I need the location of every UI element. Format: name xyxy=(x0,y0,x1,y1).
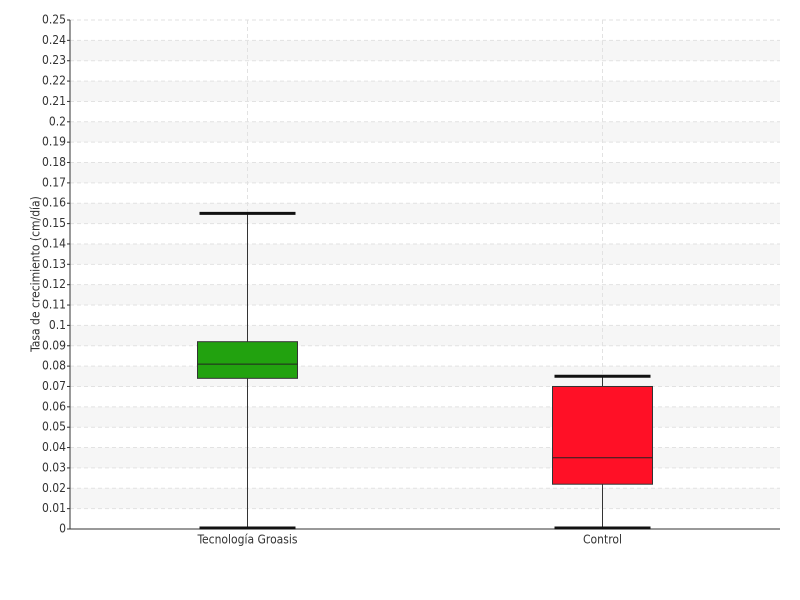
y-tick-label: 0.06 xyxy=(42,399,66,413)
grid-band xyxy=(70,121,780,143)
grid-band xyxy=(70,488,780,509)
y-tick-label: 0.18 xyxy=(42,155,66,169)
y-tick-label: 0.07 xyxy=(42,379,66,393)
grid-band xyxy=(70,81,780,102)
y-tick-label: 0.22 xyxy=(42,74,66,88)
y-tick-label: 0.14 xyxy=(42,236,66,250)
y-tick-label: 0.21 xyxy=(42,94,66,108)
y-tick-label: 0.13 xyxy=(42,257,66,271)
y-tick-label: 0.12 xyxy=(42,277,66,291)
y-tick-label: 0.16 xyxy=(42,196,66,210)
grid-band xyxy=(70,203,780,224)
y-tick-label: 0.02 xyxy=(42,481,66,495)
x-tick-label: Tecnología Groasis xyxy=(196,533,297,547)
grid-band xyxy=(70,406,780,428)
grid-band xyxy=(70,162,780,183)
box xyxy=(552,385,653,485)
y-tick-label: 0.01 xyxy=(42,501,66,515)
grid-band xyxy=(70,284,780,306)
y-tick-label: 0 xyxy=(59,522,66,536)
grid-band xyxy=(70,40,780,61)
y-tick-label: 0.11 xyxy=(42,298,66,312)
grid-band xyxy=(70,325,780,346)
grid-band xyxy=(70,366,780,387)
y-tick-label: 0.04 xyxy=(42,440,66,454)
grid-band xyxy=(70,243,780,265)
box xyxy=(197,341,298,379)
y-tick-label: 0.03 xyxy=(42,460,66,474)
y-tick-label: 0.24 xyxy=(42,33,66,47)
x-tick-label: Control xyxy=(583,533,622,547)
y-tick-label: 0.19 xyxy=(42,135,66,149)
y-tick-label: 0.09 xyxy=(42,338,66,352)
y-tick-label: 0.23 xyxy=(42,53,66,67)
y-tick-label: 0.25 xyxy=(42,13,66,27)
y-tick-label: 0.05 xyxy=(42,420,66,434)
y-axis-label: Tasa de crecimiento (cm/día) xyxy=(29,196,43,353)
y-tick-label: 0.17 xyxy=(42,175,66,189)
y-tick-label: 0.2 xyxy=(49,114,66,128)
grid-band xyxy=(70,447,780,468)
y-tick-label: 0.15 xyxy=(42,216,66,230)
y-tick-label: 0.1 xyxy=(49,318,66,332)
y-tick-label: 0.08 xyxy=(42,359,66,373)
